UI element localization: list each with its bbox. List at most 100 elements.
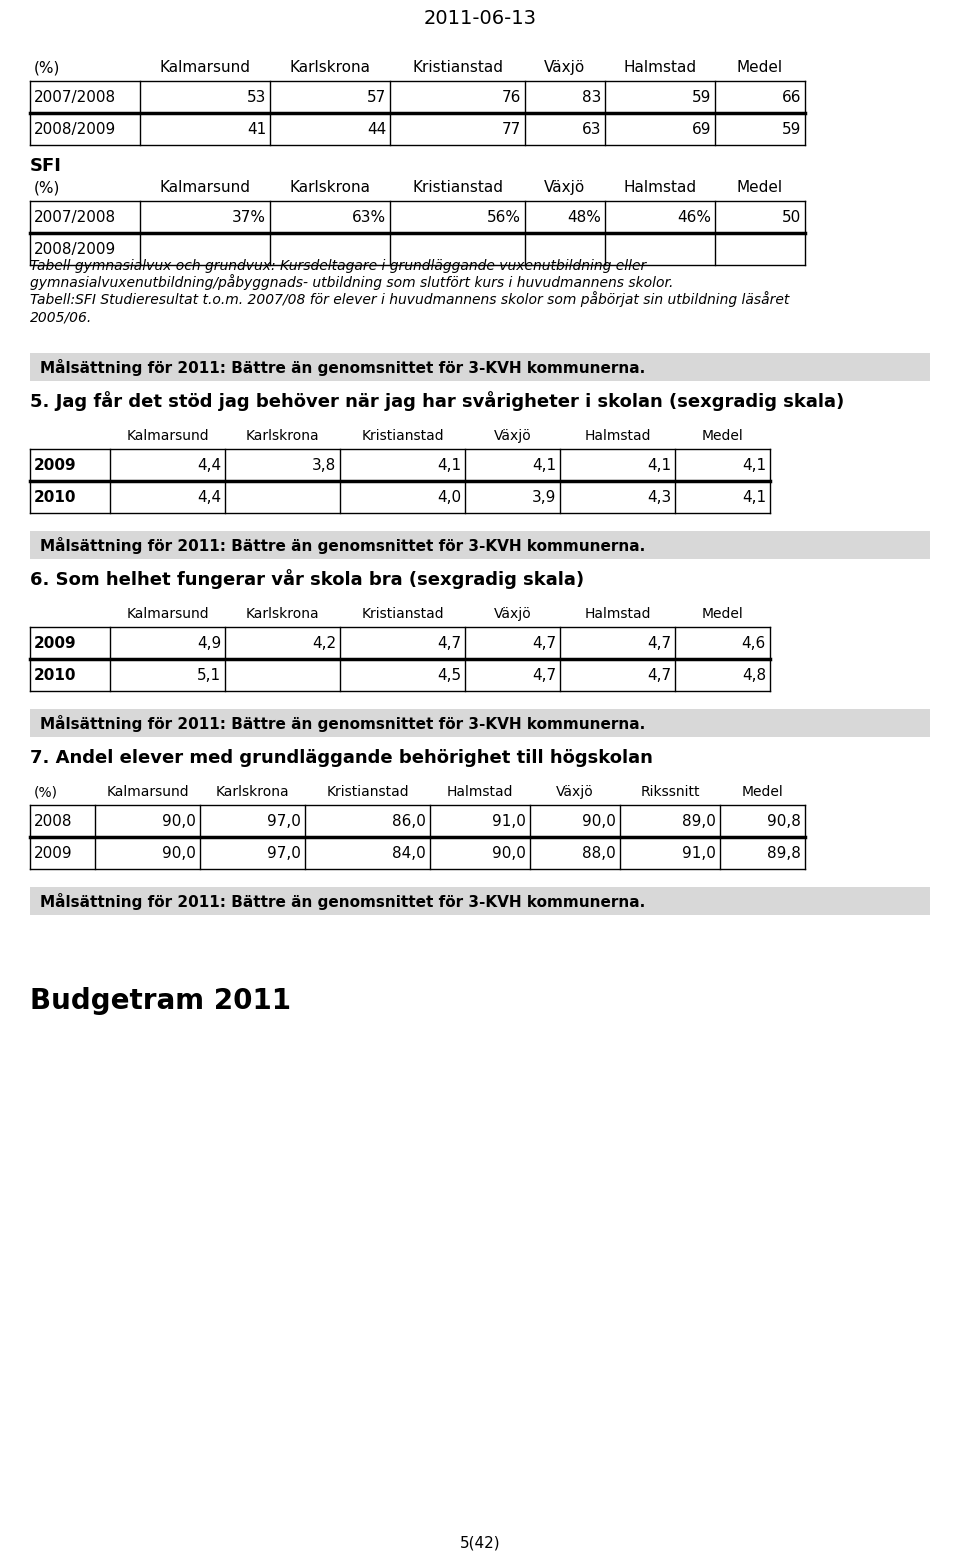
- Text: 90,0: 90,0: [162, 813, 196, 829]
- Text: 2007/2008: 2007/2008: [34, 89, 116, 105]
- Text: Kalmarsund: Kalmarsund: [126, 429, 209, 443]
- Text: Halmstad: Halmstad: [623, 180, 697, 195]
- Text: 2009: 2009: [34, 635, 77, 651]
- Text: 90,8: 90,8: [767, 813, 801, 829]
- Text: 41: 41: [247, 122, 266, 136]
- Text: Halmstad: Halmstad: [585, 607, 651, 621]
- Text: Växjö: Växjö: [493, 429, 532, 443]
- Text: 91,0: 91,0: [492, 813, 526, 829]
- Text: Tabell gymnasialvux och grundvux: Kursdeltagare i grundläggande vuxenutbildning : Tabell gymnasialvux och grundvux: Kursde…: [30, 259, 646, 273]
- Text: 4,2: 4,2: [312, 635, 336, 651]
- Text: Växjö: Växjö: [556, 785, 594, 799]
- Text: 4,4: 4,4: [197, 457, 221, 473]
- Text: 4,7: 4,7: [647, 635, 671, 651]
- Text: 4,5: 4,5: [437, 668, 461, 682]
- Text: 2010: 2010: [34, 668, 77, 682]
- Text: 3,8: 3,8: [312, 457, 336, 473]
- Text: 4,8: 4,8: [742, 668, 766, 682]
- Text: 89,8: 89,8: [767, 846, 801, 860]
- Text: 86,0: 86,0: [392, 813, 426, 829]
- Text: Målsättning för 2011: Bättre än genomsnittet för 3-KVH kommunerna.: Målsättning för 2011: Bättre än genomsni…: [40, 893, 645, 910]
- Text: 59: 59: [781, 122, 801, 136]
- Text: 2007/2008: 2007/2008: [34, 209, 116, 225]
- Text: (%): (%): [34, 785, 58, 799]
- Text: 90,0: 90,0: [492, 846, 526, 860]
- Text: Växjö: Växjö: [544, 180, 586, 195]
- Text: 69: 69: [691, 122, 711, 136]
- Text: Växjö: Växjö: [544, 59, 586, 75]
- Text: Karlskrona: Karlskrona: [290, 180, 371, 195]
- Text: 83: 83: [582, 89, 601, 105]
- Text: 7. Andel elever med grundläggande behörighet till högskolan: 7. Andel elever med grundläggande behöri…: [30, 749, 653, 766]
- Text: 4,6: 4,6: [742, 635, 766, 651]
- Text: 4,1: 4,1: [437, 457, 461, 473]
- Text: 2010: 2010: [34, 490, 77, 504]
- Text: 50: 50: [781, 209, 801, 225]
- Text: Halmstad: Halmstad: [585, 429, 651, 443]
- Text: Medel: Medel: [737, 180, 783, 195]
- Text: 5. Jag får det stöd jag behöver när jag har svårigheter i skolan (sexgradig skal: 5. Jag får det stöd jag behöver när jag …: [30, 390, 844, 411]
- Text: 56%: 56%: [487, 209, 521, 225]
- Text: 5(42): 5(42): [460, 1536, 500, 1552]
- Text: Medel: Medel: [742, 785, 783, 799]
- Text: Karlskrona: Karlskrona: [216, 785, 289, 799]
- Text: 97,0: 97,0: [267, 846, 301, 860]
- Text: 89,0: 89,0: [683, 813, 716, 829]
- Text: Målsättning för 2011: Bättre än genomsnittet för 3-KVH kommunerna.: Målsättning för 2011: Bättre än genomsni…: [40, 537, 645, 554]
- Text: Kristianstad: Kristianstad: [361, 607, 444, 621]
- Text: 66: 66: [781, 89, 801, 105]
- Text: Rikssnitt: Rikssnitt: [640, 785, 700, 799]
- Text: (%): (%): [34, 180, 60, 195]
- Text: 2008/2009: 2008/2009: [34, 242, 116, 256]
- Text: SFI: SFI: [30, 158, 61, 175]
- Text: 4,9: 4,9: [197, 635, 221, 651]
- Bar: [30, 887, 930, 915]
- Text: Tabell:SFI Studieresultat t.o.m. 2007/08 för elever i huvudmannens skolor som på: Tabell:SFI Studieresultat t.o.m. 2007/08…: [30, 290, 789, 308]
- Text: (%): (%): [34, 59, 60, 75]
- Text: 2005/06.: 2005/06.: [30, 311, 92, 325]
- Text: 97,0: 97,0: [267, 813, 301, 829]
- Text: 4,7: 4,7: [532, 668, 556, 682]
- Text: 44: 44: [367, 122, 386, 136]
- Text: Budgetram 2011: Budgetram 2011: [30, 987, 291, 1015]
- Text: 5,1: 5,1: [197, 668, 221, 682]
- Bar: [30, 709, 930, 737]
- Text: 48%: 48%: [567, 209, 601, 225]
- Text: 91,0: 91,0: [683, 846, 716, 860]
- Text: 2009: 2009: [34, 846, 73, 860]
- Text: 84,0: 84,0: [393, 846, 426, 860]
- Text: 6. Som helhet fungerar vår skola bra (sexgradig skala): 6. Som helhet fungerar vår skola bra (se…: [30, 570, 584, 588]
- Text: 88,0: 88,0: [583, 846, 616, 860]
- Text: Växjö: Växjö: [493, 607, 532, 621]
- Text: 4,7: 4,7: [532, 635, 556, 651]
- Text: Karlskrona: Karlskrona: [246, 607, 320, 621]
- Text: Halmstad: Halmstad: [446, 785, 514, 799]
- Text: 2009: 2009: [34, 457, 77, 473]
- Text: gymnasialvuxenutbildning/påbyggnads- utbildning som slutfört kurs i huvudmannens: gymnasialvuxenutbildning/påbyggnads- utb…: [30, 275, 673, 290]
- Bar: [30, 531, 930, 559]
- Text: 76: 76: [502, 89, 521, 105]
- Text: 2011-06-13: 2011-06-13: [423, 9, 537, 28]
- Text: Kalmarsund: Kalmarsund: [159, 180, 251, 195]
- Text: 2008/2009: 2008/2009: [34, 122, 116, 136]
- Text: 63: 63: [582, 122, 601, 136]
- Text: Kristianstad: Kristianstad: [412, 59, 503, 75]
- Text: 4,7: 4,7: [437, 635, 461, 651]
- Text: 4,4: 4,4: [197, 490, 221, 504]
- Text: Kalmarsund: Kalmarsund: [107, 785, 189, 799]
- Text: 37%: 37%: [232, 209, 266, 225]
- Text: 4,1: 4,1: [742, 490, 766, 504]
- Text: 3,9: 3,9: [532, 490, 556, 504]
- Text: Målsättning för 2011: Bättre än genomsnittet för 3-KVH kommunerna.: Målsättning för 2011: Bättre än genomsni…: [40, 359, 645, 376]
- Text: Kristianstad: Kristianstad: [412, 180, 503, 195]
- Text: 2008: 2008: [34, 813, 73, 829]
- Text: Medel: Medel: [702, 607, 743, 621]
- Text: 53: 53: [247, 89, 266, 105]
- Bar: [30, 353, 930, 381]
- Text: Medel: Medel: [737, 59, 783, 75]
- Text: 59: 59: [691, 89, 711, 105]
- Text: 4,7: 4,7: [647, 668, 671, 682]
- Text: Kristianstad: Kristianstad: [326, 785, 409, 799]
- Text: 90,0: 90,0: [582, 813, 616, 829]
- Text: 46%: 46%: [677, 209, 711, 225]
